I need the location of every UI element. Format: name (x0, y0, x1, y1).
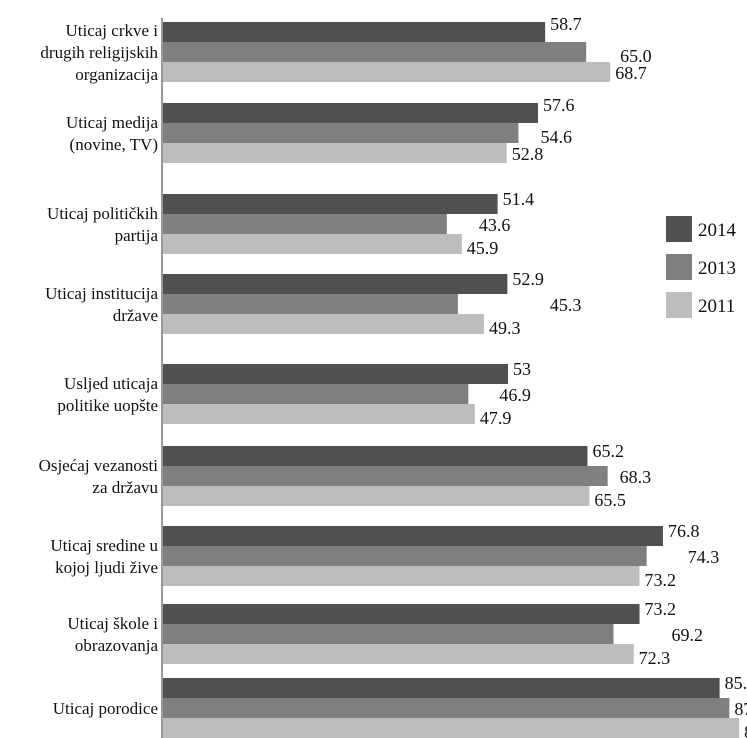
category-label-3: Uticaj političkih partija (47, 204, 158, 245)
category-label-1: Uticaj crkve i drugih religijskih organiza… (40, 21, 158, 84)
value-label-2014-3: 51.4 (503, 189, 535, 209)
bar-2011-2 (163, 143, 507, 163)
value-label-2011-8: 72.3 (639, 648, 671, 668)
value-label-2013-1: 65.0 (620, 46, 652, 66)
value-label-2013-6: 68.3 (620, 467, 652, 487)
legend-label-2013: 2013 (698, 258, 736, 279)
category-label-8: Uticaj škole i obrazovanja (67, 614, 158, 655)
value-label-2014-4: 52.9 (512, 269, 544, 289)
value-label-2014-7: 76.8 (668, 521, 700, 541)
value-label-2014-6: 65.2 (592, 441, 624, 461)
bar-2014-8 (163, 604, 640, 624)
category-labels: Uticaj crkve i drugih religijskih organiza… (39, 21, 159, 718)
bar-2011-1 (163, 62, 611, 82)
legend-swatch-2014 (666, 216, 692, 242)
bar-2013-1 (163, 42, 587, 62)
value-label-2011-5: 47.9 (480, 408, 512, 428)
value-label-2013-9: 87.0 (734, 699, 747, 719)
value-label-2013-2: 54.6 (540, 127, 572, 147)
value-label-2013-7: 74.3 (688, 547, 720, 567)
legend-swatch-2011 (666, 292, 692, 318)
legend-label-2014: 2014 (698, 220, 737, 241)
category-label-6: Osjećaj vezanosti za državu (39, 456, 159, 497)
bar-2011-9 (163, 718, 740, 738)
category-label-5: Usljed uticaja politike uopšte (57, 374, 158, 415)
value-label-2013-5: 46.9 (499, 385, 530, 405)
bar-2014-6 (163, 446, 588, 466)
value-label-2013-8: 69.2 (671, 625, 703, 645)
category-label-2: Uticaj medija (novine, TV) (66, 113, 159, 154)
bar-2011-5 (163, 404, 475, 424)
value-label-2011-4: 49.3 (489, 318, 521, 338)
value-label-2011-3: 45.9 (467, 238, 499, 258)
legend: 2014 2013 2011 (666, 216, 737, 318)
value-label-2014-1: 58.7 (550, 14, 582, 34)
category-label-4: Uticaj institucija države (45, 284, 158, 325)
legend-label-2011: 2011 (698, 296, 735, 317)
bar-2014-9 (163, 678, 720, 698)
value-label-2011-1: 68.7 (615, 63, 647, 83)
bar-2013-2 (163, 123, 519, 143)
bar-2014-3 (163, 194, 498, 214)
bar-2013-5 (163, 384, 469, 404)
value-label-2014-2: 57.6 (543, 95, 575, 115)
value-label-2011-9: 88.5 (744, 722, 747, 738)
bar-2014-2 (163, 103, 538, 123)
bar-2014-1 (163, 22, 546, 42)
category-label-7: Uticaj sredine u kojoj ljudi žive (50, 536, 158, 577)
bar-2013-4 (163, 294, 458, 314)
bar-2013-3 (163, 214, 447, 234)
value-label-2011-2: 52.8 (512, 144, 544, 164)
bar-2014-4 (163, 274, 508, 294)
value-label-2014-5: 53 (513, 359, 531, 379)
bar-2013-7 (163, 546, 647, 566)
bar-2011-3 (163, 234, 462, 254)
category-label-9: Uticaj porodice (53, 699, 158, 718)
bar-2014-7 (163, 526, 663, 546)
bar-2011-8 (163, 644, 634, 664)
bar-2011-6 (163, 486, 590, 506)
value-label-2011-7: 73.2 (645, 570, 677, 590)
bars-group (163, 22, 740, 738)
bar-2011-4 (163, 314, 484, 334)
value-label-2011-6: 65.5 (594, 490, 626, 510)
value-label-2013-3: 43.6 (479, 215, 511, 235)
value-label-2014-9: 85.5 (725, 673, 747, 693)
value-label-2014-8: 73.2 (645, 599, 677, 619)
value-label-2013-4: 45.3 (550, 295, 582, 315)
value-labels: 58.7 65.068.7 57.6 54.652.8 51.4 43.6 45.9 52.9… (467, 14, 747, 738)
bar-2013-8 (163, 624, 614, 644)
bar-2014-5 (163, 364, 509, 384)
bar-2011-7 (163, 566, 640, 586)
legend-swatch-2013 (666, 254, 692, 280)
bar-2013-9 (163, 698, 730, 718)
bar-2013-6 (163, 466, 608, 486)
